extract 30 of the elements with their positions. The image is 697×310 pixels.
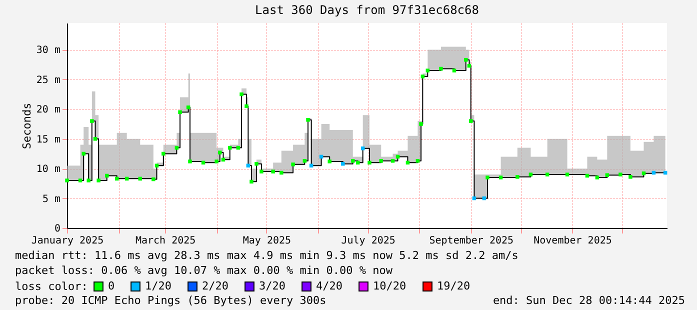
point [309,164,314,168]
x-tick-label: March 2025 [135,236,196,246]
text: packet loss: 0.06 % avg 10.07 % max 0.00 % min 0.00 % now [15,264,393,277]
legend-label: 0 [108,280,115,293]
x-tick-label: September 2025 [429,236,514,246]
legend-label: 3/20 [259,280,286,293]
y-tick-label: 30 m [36,45,60,56]
x-tick-label: January 2025 [31,236,104,246]
y-tick-label: 10 m [36,164,60,176]
y-tick-label: 0 [54,224,60,234]
text: median rtt: 11.6 ms avg 28.3 ms max 4.9 ms min 9.3 ms now 5.2 ms sd 2.2 am/s [15,249,518,262]
legend-label: 10/20 [373,280,406,293]
legend-label: 19/20 [437,280,470,293]
legend-label: 4/20 [316,280,342,293]
y-axis-title: Seconds [20,102,34,150]
y-tick-label: 20 m [36,104,60,116]
text: end: Sun Dec 28 00:14:44 2025 [492,294,685,307]
y-tick-label: 25 m [36,74,60,86]
text: probe: 20 ICMP Echo Pings (56 Bytes) every 300s [15,294,326,307]
y-tick-label: 5 m [42,194,60,205]
x-tick-label: November 2025 [534,236,612,246]
chart-title: Last 360 Days from 97f31ec68c68 [255,3,479,17]
x-tick-label: July 2025 [341,236,396,246]
legend-title: loss color: [15,280,88,293]
point [246,164,250,168]
legend-label: 1/20 [145,280,172,293]
point [341,162,345,166]
x-tick-label: May 2025 [242,236,292,246]
legend-label: 2/20 [202,280,228,293]
y-tick-label: 15 m [36,134,60,146]
